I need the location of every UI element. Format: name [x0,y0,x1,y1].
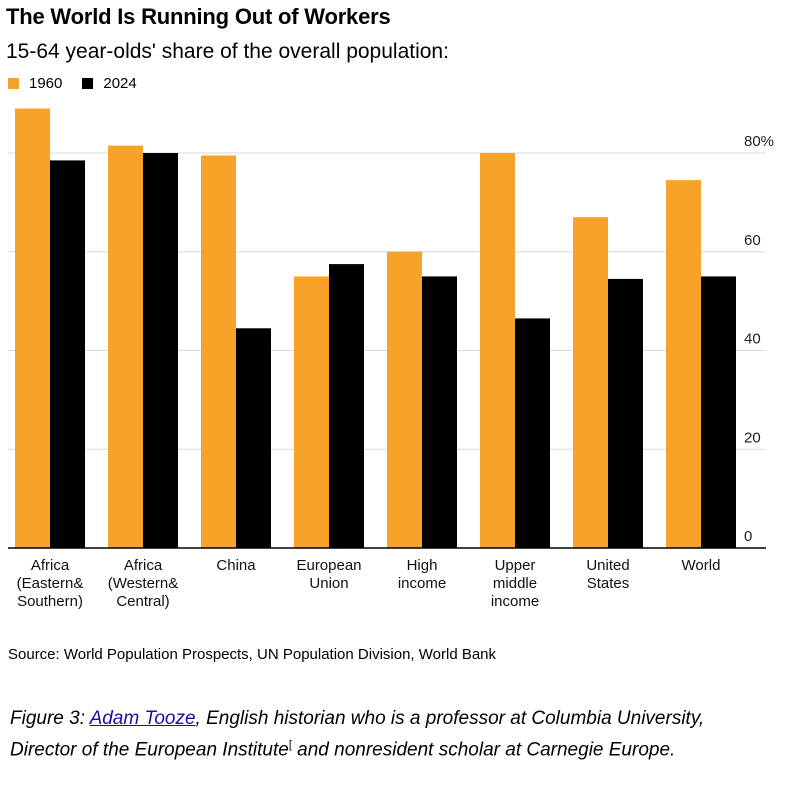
bar-1960-0 [15,108,50,548]
legend-swatch-1960 [8,78,19,89]
bar-1960-2 [201,155,236,548]
figure-caption: Figure 3: Adam Tooze, English historian … [10,706,770,763]
bar-1960-6 [573,217,608,548]
y-tick-label-60: 60 [744,232,761,249]
legend-swatch-2024 [82,78,94,89]
bar-2024-5 [515,318,550,548]
legend-item-1960: 1960 [8,75,62,92]
x-tick-label-line: World [682,557,721,574]
bar-2024-4 [422,276,457,548]
bar-2024-3 [329,264,364,548]
x-tick-label-line: Union [309,575,348,592]
caption-footnote-mark[interactable]: [ [288,739,292,751]
y-tick-label-20: 20 [744,429,761,446]
bar-1960-5 [480,153,515,548]
chart-title: The World Is Running Out of Workers [6,4,391,29]
y-tick-label-40: 40 [744,331,761,348]
x-tick-label-line: income [398,575,446,592]
bar-2024-6 [608,278,643,548]
x-tick-label-line: European [296,557,361,574]
legend: 1960 2024 [8,75,157,92]
caption-prefix: Figure 3: [10,708,90,729]
x-tick-label-line: United [586,557,629,574]
bar-1960-4 [387,251,422,548]
legend-item-2024: 2024 [82,75,137,92]
x-tick-label-line: States [587,575,630,592]
x-tick-label-4: High income [398,557,446,592]
x-tick-label-line: middle [493,575,537,592]
x-tick-label-line: Central) [116,593,169,610]
legend-label-1960: 1960 [29,75,63,92]
bar-1960-1 [108,145,143,548]
caption-author-link[interactable]: Adam Tooze [89,708,196,729]
bar-1960-7 [666,180,701,548]
bar-2024-2 [236,328,271,548]
x-tick-label-2: China [216,557,256,574]
chart-source: Source: World Population Prospects, UN P… [8,646,497,663]
x-tick-label-7: World [682,557,721,574]
x-tick-label-5: Upper middle income [491,557,539,610]
bar-2024-0 [50,160,85,548]
x-tick-label-line: High [407,557,438,574]
y-tick-label-0: 0 [744,528,752,545]
x-tick-label-3: European Union [296,557,361,592]
x-tick-label-line: Africa [31,557,70,574]
x-tick-label-1: Africa (Western& Central) [108,557,179,610]
x-tick-label-line: Upper [495,557,536,574]
bar-2024-1 [143,153,178,548]
x-tick-label-line: Southern) [17,593,83,610]
x-tick-label-line: China [216,557,256,574]
legend-label-2024: 2024 [103,75,137,92]
chart-subtitle: 15-64 year-olds' share of the overall po… [6,40,449,63]
x-tick-label-6: United States [586,557,629,592]
x-tick-label-line: (Eastern& [17,575,84,592]
y-tick-label-80: 80% [744,133,774,150]
bar-2024-7 [701,276,736,548]
x-tick-label-line: Africa [124,557,163,574]
x-tick-label-line: (Western& [108,575,179,592]
caption-text-2: and nonresident scholar at Carnegie Euro… [291,739,676,761]
caption-text-1: , English historian who is a professor a… [10,708,705,761]
bar-1960-3 [294,276,329,548]
x-tick-label-0: Africa (Eastern& Southern) [17,557,84,610]
x-tick-label-line: income [491,593,539,610]
